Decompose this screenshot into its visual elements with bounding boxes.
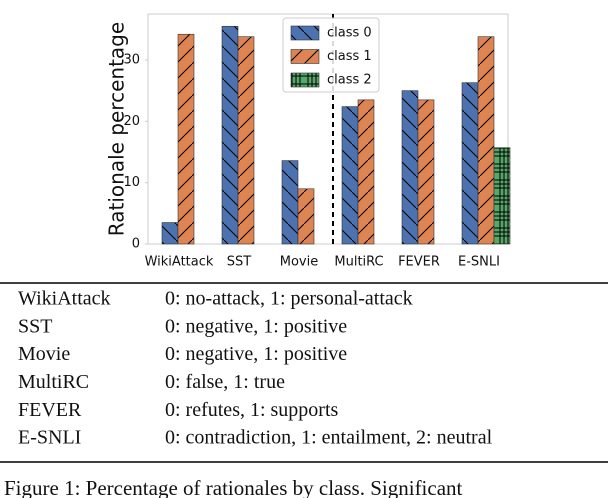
bar bbox=[401, 90, 419, 245]
y-axis-label: Rationale percentage bbox=[105, 22, 129, 236]
table-row-header: E-SNLI bbox=[18, 427, 81, 449]
y-tick-label: 30 bbox=[123, 53, 140, 68]
x-tick-label: Movie bbox=[280, 255, 318, 270]
table-row-header: MultiRC bbox=[18, 371, 89, 393]
table-row-header: Movie bbox=[18, 343, 70, 365]
x-tick-label: FEVER bbox=[398, 255, 440, 270]
bar bbox=[461, 82, 479, 245]
x-tick-label: SST bbox=[227, 255, 252, 270]
table-row-header: FEVER bbox=[18, 399, 82, 421]
y-tick-label: 20 bbox=[123, 114, 140, 129]
table-cell: 0: negative, 1: positive bbox=[165, 315, 347, 337]
bar bbox=[493, 147, 511, 245]
caption: Figure 1: Percentage of rationales by cl… bbox=[4, 476, 463, 498]
y-tick-label: 10 bbox=[123, 175, 140, 190]
legend-swatch bbox=[290, 49, 320, 64]
legend-label: class 2 bbox=[327, 73, 372, 88]
bar bbox=[357, 99, 375, 245]
bar bbox=[297, 188, 315, 245]
plot-frame bbox=[147, 13, 509, 245]
table-cell: 0: contradiction, 1: entailment, 2: neut… bbox=[165, 427, 493, 449]
bar bbox=[161, 222, 179, 245]
table-cell: 0: refutes, 1: supports bbox=[165, 399, 339, 421]
x-tick-label: E-SNLI bbox=[458, 255, 500, 270]
bar bbox=[221, 25, 239, 245]
table-cell: 0: no-attack, 1: personal-attack bbox=[165, 288, 413, 310]
bar bbox=[417, 99, 435, 245]
x-tick-label: MultiRC bbox=[334, 255, 383, 270]
legend-label: class 1 bbox=[327, 49, 372, 64]
table-cell: 0: negative, 1: positive bbox=[165, 343, 347, 365]
bar bbox=[477, 36, 495, 245]
bar bbox=[237, 36, 255, 245]
x-tick-label: WikiAttack bbox=[145, 255, 214, 270]
bar bbox=[281, 160, 299, 245]
bar bbox=[341, 106, 359, 245]
legend-label: class 0 bbox=[327, 26, 372, 41]
table-row-header: SST bbox=[18, 315, 52, 337]
table-row-header: WikiAttack bbox=[18, 288, 111, 310]
bar bbox=[177, 33, 195, 245]
legend-swatch bbox=[290, 72, 320, 88]
table-cell: 0: false, 1: true bbox=[165, 371, 285, 393]
legend-swatch bbox=[290, 25, 320, 41]
y-tick-label: 0 bbox=[132, 237, 140, 252]
